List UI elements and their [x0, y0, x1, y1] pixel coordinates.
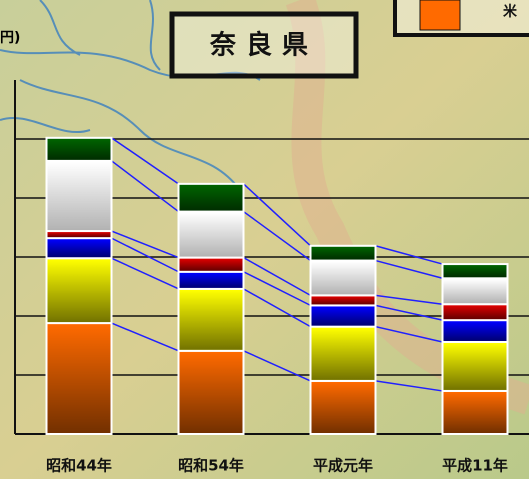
- bar-shading: [311, 381, 375, 433]
- connector: [243, 288, 311, 328]
- map-region: [285, 0, 529, 415]
- bar-shading: [443, 321, 507, 341]
- title-box: [169, 11, 359, 79]
- connector: [243, 271, 311, 307]
- connector: [375, 294, 443, 305]
- bar-shading: [179, 258, 243, 271]
- bar-shading: [443, 342, 507, 390]
- legend-box: [393, 0, 529, 37]
- connector: [111, 230, 179, 259]
- connector: [111, 257, 179, 290]
- x-tick-label: 平成元年: [313, 457, 373, 475]
- connector: [243, 350, 311, 382]
- bar-shading: [179, 212, 243, 257]
- rivers: [0, 0, 261, 191]
- bar-shading: [179, 289, 243, 350]
- bar-shading: [443, 305, 507, 320]
- legend-swatch: [419, 0, 461, 31]
- bar-shading: [311, 261, 375, 295]
- bar-shading: [179, 351, 243, 433]
- x-tick-label: 昭和44年: [46, 457, 112, 475]
- bar-shading: [443, 265, 507, 278]
- connector: [375, 325, 443, 343]
- connector: [375, 245, 443, 265]
- bar-shading: [311, 327, 375, 380]
- bar-shading: [179, 272, 243, 288]
- chart-title: 奈良県: [209, 30, 318, 61]
- legend-label: 米: [503, 3, 518, 20]
- bar-shading: [311, 296, 375, 305]
- bar-shading: [47, 161, 111, 231]
- connector: [243, 256, 311, 297]
- x-tick-label: 昭和54年: [178, 457, 244, 475]
- bar-shading: [311, 306, 375, 326]
- bar-shading: [47, 259, 111, 323]
- connector: [375, 304, 443, 321]
- connector: [375, 380, 443, 392]
- connector: [375, 259, 443, 279]
- bar-shading: [443, 279, 507, 304]
- bar-shading: [47, 138, 111, 160]
- connector: [111, 237, 179, 273]
- bar-shading: [47, 239, 111, 258]
- connector: [243, 210, 311, 262]
- y-axis-label: 円): [0, 30, 20, 46]
- connector: [111, 322, 179, 352]
- connector: [111, 160, 179, 213]
- x-tick-label: 平成11年: [442, 457, 508, 475]
- connector: [111, 137, 179, 185]
- bar-shading: [443, 391, 507, 433]
- bar-shading: [179, 184, 243, 211]
- bar-shading: [47, 324, 111, 433]
- connector: [242, 183, 312, 247]
- bar-shading: [47, 232, 111, 238]
- bar-shading: [311, 246, 375, 260]
